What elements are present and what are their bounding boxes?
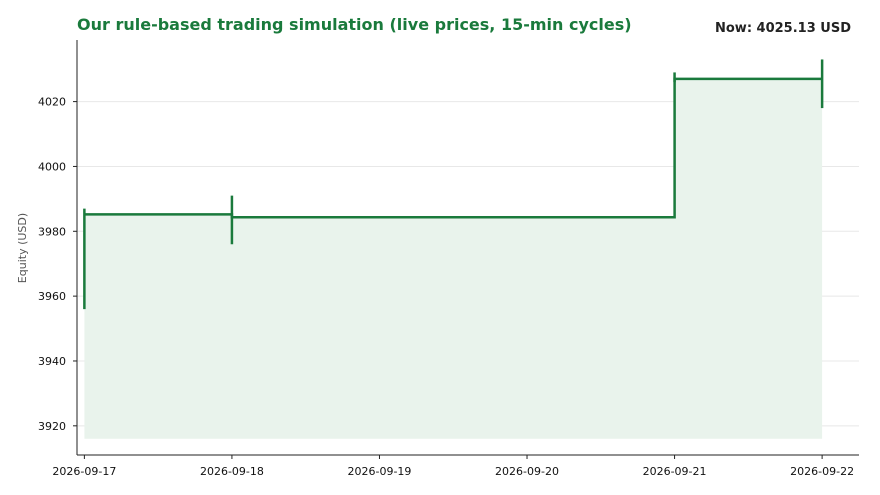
y-tick-label: 4000 <box>38 160 66 173</box>
y-tick-label: 4020 <box>38 96 66 109</box>
x-tick-label: 2026-09-17 <box>52 465 116 478</box>
y-tick-label: 3980 <box>38 225 66 238</box>
x-tick-label: 2026-09-21 <box>643 465 707 478</box>
current-value-label: Now: 4025.13 USD <box>715 21 851 36</box>
x-tick-label: 2026-09-20 <box>495 465 559 478</box>
equity-area-fill <box>84 78 823 439</box>
equity-step-line <box>84 77 823 219</box>
y-axis-label: Equity (USD) <box>16 213 29 283</box>
chart-title: Our rule-based trading simulation (live … <box>77 15 632 34</box>
x-tick-label: 2026-09-19 <box>348 465 412 478</box>
x-tick-label: 2026-09-22 <box>790 465 854 478</box>
y-tick-label: 3920 <box>38 420 66 433</box>
x-tick-label: 2026-09-18 <box>200 465 264 478</box>
y-tick-label: 3940 <box>38 355 66 368</box>
y-tick-label: 3960 <box>38 290 66 303</box>
